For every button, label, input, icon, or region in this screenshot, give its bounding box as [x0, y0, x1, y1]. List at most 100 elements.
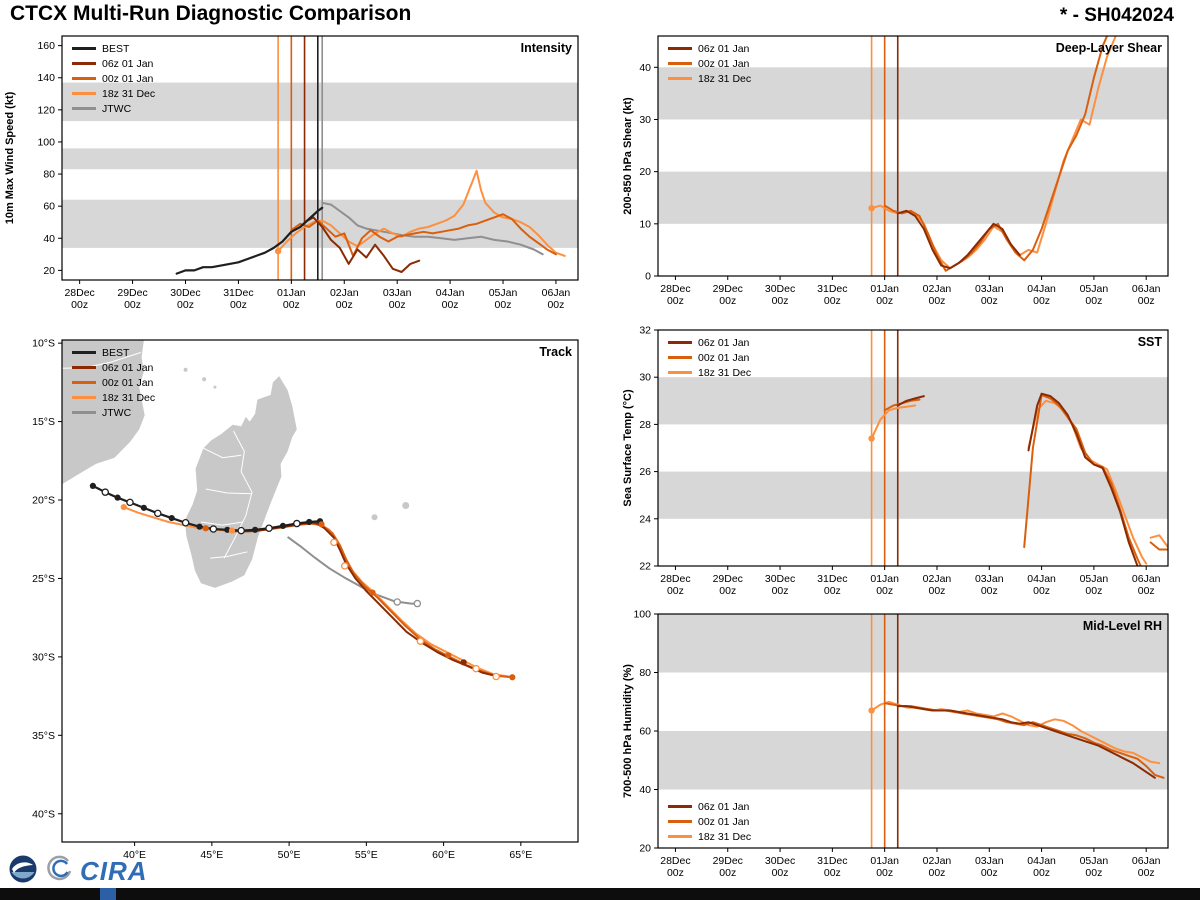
intensity-chart: 28Dec 00z 29Dec 00z 30Dec 00z 31Dec 00z 01Jan 00z…: [0, 28, 600, 331]
svg-text:05Jan: 05Jan: [489, 287, 518, 299]
svg-text:40: 40: [43, 233, 55, 245]
svg-text:100: 100: [37, 136, 55, 148]
svg-text:00z: 00z: [772, 585, 789, 597]
svg-text:65°E: 65°E: [509, 849, 532, 861]
svg-text:01Jan: 01Jan: [870, 283, 899, 295]
svg-text:45°E: 45°E: [200, 849, 223, 861]
svg-text:15°S: 15°S: [32, 416, 55, 428]
svg-text:00z: 00z: [1085, 295, 1102, 307]
svg-text:00z: 00z: [981, 585, 998, 597]
svg-text:00z: 00z: [1033, 585, 1050, 597]
svg-text:01Jan: 01Jan: [870, 855, 899, 867]
svg-text:31Dec: 31Dec: [817, 573, 847, 585]
svg-text:29Dec: 29Dec: [117, 287, 147, 299]
svg-text:00z: 00z: [667, 867, 684, 879]
svg-text:BEST: BEST: [102, 43, 130, 55]
svg-text:20: 20: [639, 166, 651, 178]
svg-text:02Jan: 02Jan: [923, 283, 952, 295]
page-title: CTCX Multi-Run Diagnostic Comparison: [10, 2, 412, 25]
svg-text:50°E: 50°E: [278, 849, 301, 861]
svg-text:Sea Surface Temp (°C): Sea Surface Temp (°C): [622, 389, 634, 507]
svg-text:31Dec: 31Dec: [817, 283, 847, 295]
svg-text:Deep-Layer Shear: Deep-Layer Shear: [1056, 41, 1162, 55]
svg-text:40: 40: [639, 784, 651, 796]
svg-text:30Dec: 30Dec: [765, 855, 795, 867]
svg-text:Mid-Level RH: Mid-Level RH: [1083, 619, 1162, 633]
svg-text:00z: 00z: [1138, 585, 1155, 597]
svg-text:00z 01 Jan: 00z 01 Jan: [698, 816, 750, 828]
svg-text:00z: 00z: [283, 299, 300, 311]
svg-text:00z: 00z: [667, 295, 684, 307]
svg-text:02Jan: 02Jan: [923, 573, 952, 585]
svg-text:Track: Track: [539, 345, 572, 359]
deep-layer-shear-chart: 28Dec 00z 29Dec 00z 30Dec 00z 31Dec 00z 01Jan 00z…: [618, 28, 1198, 325]
svg-text:28Dec: 28Dec: [660, 573, 690, 585]
footer-logos: CIRA: [8, 854, 148, 888]
svg-text:JTWC: JTWC: [102, 103, 132, 115]
svg-text:22: 22: [639, 561, 651, 573]
svg-text:00z: 00z: [336, 299, 353, 311]
svg-text:10°S: 10°S: [32, 338, 55, 350]
svg-text:06z 01 Jan: 06z 01 Jan: [698, 801, 750, 813]
svg-text:20: 20: [639, 843, 651, 855]
svg-text:200-850 hPa Shear (kt): 200-850 hPa Shear (kt): [622, 97, 634, 215]
svg-text:00z: 00z: [929, 585, 946, 597]
svg-text:03Jan: 03Jan: [383, 287, 412, 299]
svg-text:18z 31 Dec: 18z 31 Dec: [698, 367, 751, 379]
svg-text:28Dec: 28Dec: [660, 855, 690, 867]
svg-text:BEST: BEST: [102, 347, 130, 359]
svg-text:00z 01 Jan: 00z 01 Jan: [102, 377, 154, 389]
svg-text:04Jan: 04Jan: [1027, 855, 1056, 867]
svg-text:30Dec: 30Dec: [765, 573, 795, 585]
svg-text:20: 20: [43, 265, 55, 277]
svg-text:26: 26: [639, 466, 651, 478]
svg-text:04Jan: 04Jan: [1027, 573, 1056, 585]
svg-text:00z: 00z: [547, 299, 564, 311]
svg-text:40°S: 40°S: [32, 808, 55, 820]
cira-logo-text: CIRA: [80, 855, 148, 886]
svg-text:29Dec: 29Dec: [713, 573, 743, 585]
noaa-logo-icon: [8, 854, 38, 889]
svg-text:00z: 00z: [876, 295, 893, 307]
svg-text:40°E: 40°E: [123, 849, 146, 861]
svg-text:18z 31 Dec: 18z 31 Dec: [102, 88, 155, 100]
svg-text:00z: 00z: [719, 867, 736, 879]
svg-text:00z: 00z: [495, 299, 512, 311]
svg-text:25°S: 25°S: [32, 573, 55, 585]
svg-text:35°S: 35°S: [32, 730, 55, 742]
svg-text:00z: 00z: [719, 295, 736, 307]
svg-text:30: 30: [639, 114, 651, 126]
svg-text:700-500 hPa Humidity (%): 700-500 hPa Humidity (%): [622, 664, 634, 798]
bottom-bar-blue-chip: [100, 888, 116, 900]
svg-text:60°E: 60°E: [432, 849, 455, 861]
svg-text:00z: 00z: [177, 299, 194, 311]
svg-text:SST: SST: [1138, 335, 1163, 349]
svg-text:02Jan: 02Jan: [923, 855, 952, 867]
svg-text:0: 0: [645, 271, 651, 283]
svg-text:160: 160: [37, 40, 55, 52]
cira-logo-icon: [46, 855, 72, 888]
mid-level-rh-chart: 28Dec 00z 29Dec 00z 30Dec 00z 31Dec 00z 01Jan 00z…: [618, 606, 1198, 893]
svg-text:28: 28: [639, 419, 651, 431]
svg-text:32: 32: [639, 325, 651, 337]
svg-text:30°S: 30°S: [32, 651, 55, 663]
svg-text:03Jan: 03Jan: [975, 573, 1004, 585]
svg-text:06Jan: 06Jan: [1132, 283, 1161, 295]
svg-text:00z: 00z: [981, 867, 998, 879]
svg-text:00z: 00z: [929, 295, 946, 307]
svg-text:00z: 00z: [824, 295, 841, 307]
svg-text:00z: 00z: [389, 299, 406, 311]
svg-text:06Jan: 06Jan: [1132, 573, 1161, 585]
svg-text:06Jan: 06Jan: [542, 287, 571, 299]
svg-text:100: 100: [633, 609, 651, 621]
svg-text:06z 01 Jan: 06z 01 Jan: [698, 43, 750, 55]
svg-text:40: 40: [639, 62, 651, 74]
svg-text:00z: 00z: [1085, 585, 1102, 597]
svg-text:18z 31 Dec: 18z 31 Dec: [698, 73, 751, 85]
svg-text:18z 31 Dec: 18z 31 Dec: [102, 392, 155, 404]
svg-text:31Dec: 31Dec: [223, 287, 253, 299]
svg-text:06Jan: 06Jan: [1132, 855, 1161, 867]
svg-text:80: 80: [43, 169, 55, 181]
svg-text:00z: 00z: [876, 867, 893, 879]
